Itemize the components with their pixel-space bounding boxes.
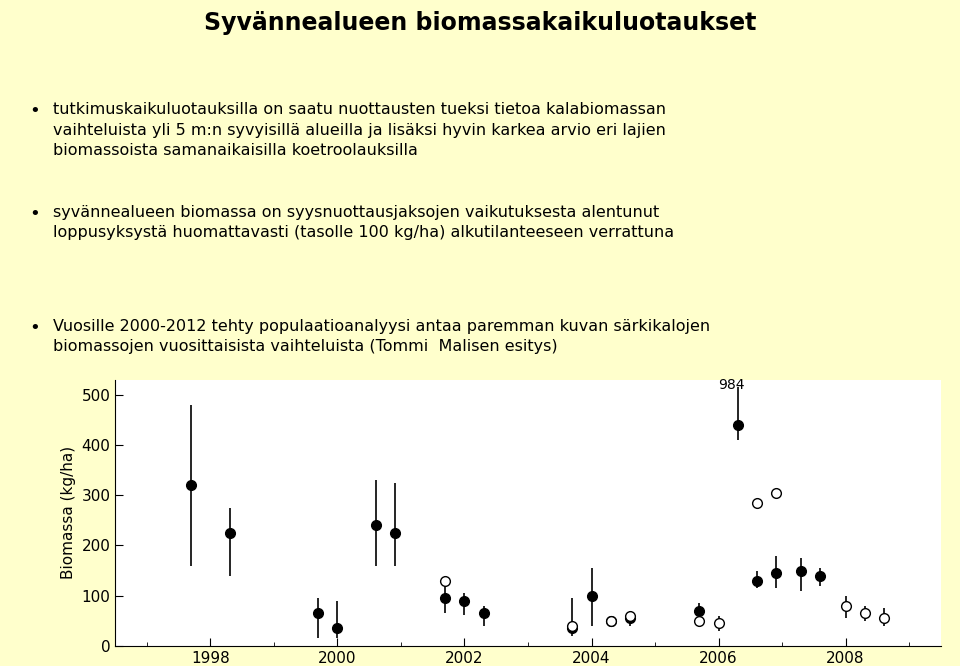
Text: Syvännealueen biomassakaikuluotaukset: Syvännealueen biomassakaikuluotaukset [204,11,756,35]
Text: 984: 984 [718,378,744,392]
Text: tutkimuskaikuluotauksilla on saatu nuottausten tueksi tietoa kalabiomassan
vaiht: tutkimuskaikuluotauksilla on saatu nuott… [53,103,666,159]
Y-axis label: Biomassa (kg/ha): Biomassa (kg/ha) [60,446,76,579]
Text: •: • [29,319,39,337]
Text: syvännealueen biomassa on syysnuottausjaksojen vaikutuksesta alentunut
loppusyks: syvännealueen biomassa on syysnuottausja… [53,205,674,240]
Text: •: • [29,103,39,121]
Text: Vuosille 2000-2012 tehty populaatioanalyysi antaa paremman kuvan särkikalojen
bi: Vuosille 2000-2012 tehty populaatioanaly… [53,319,710,354]
Text: •: • [29,205,39,223]
